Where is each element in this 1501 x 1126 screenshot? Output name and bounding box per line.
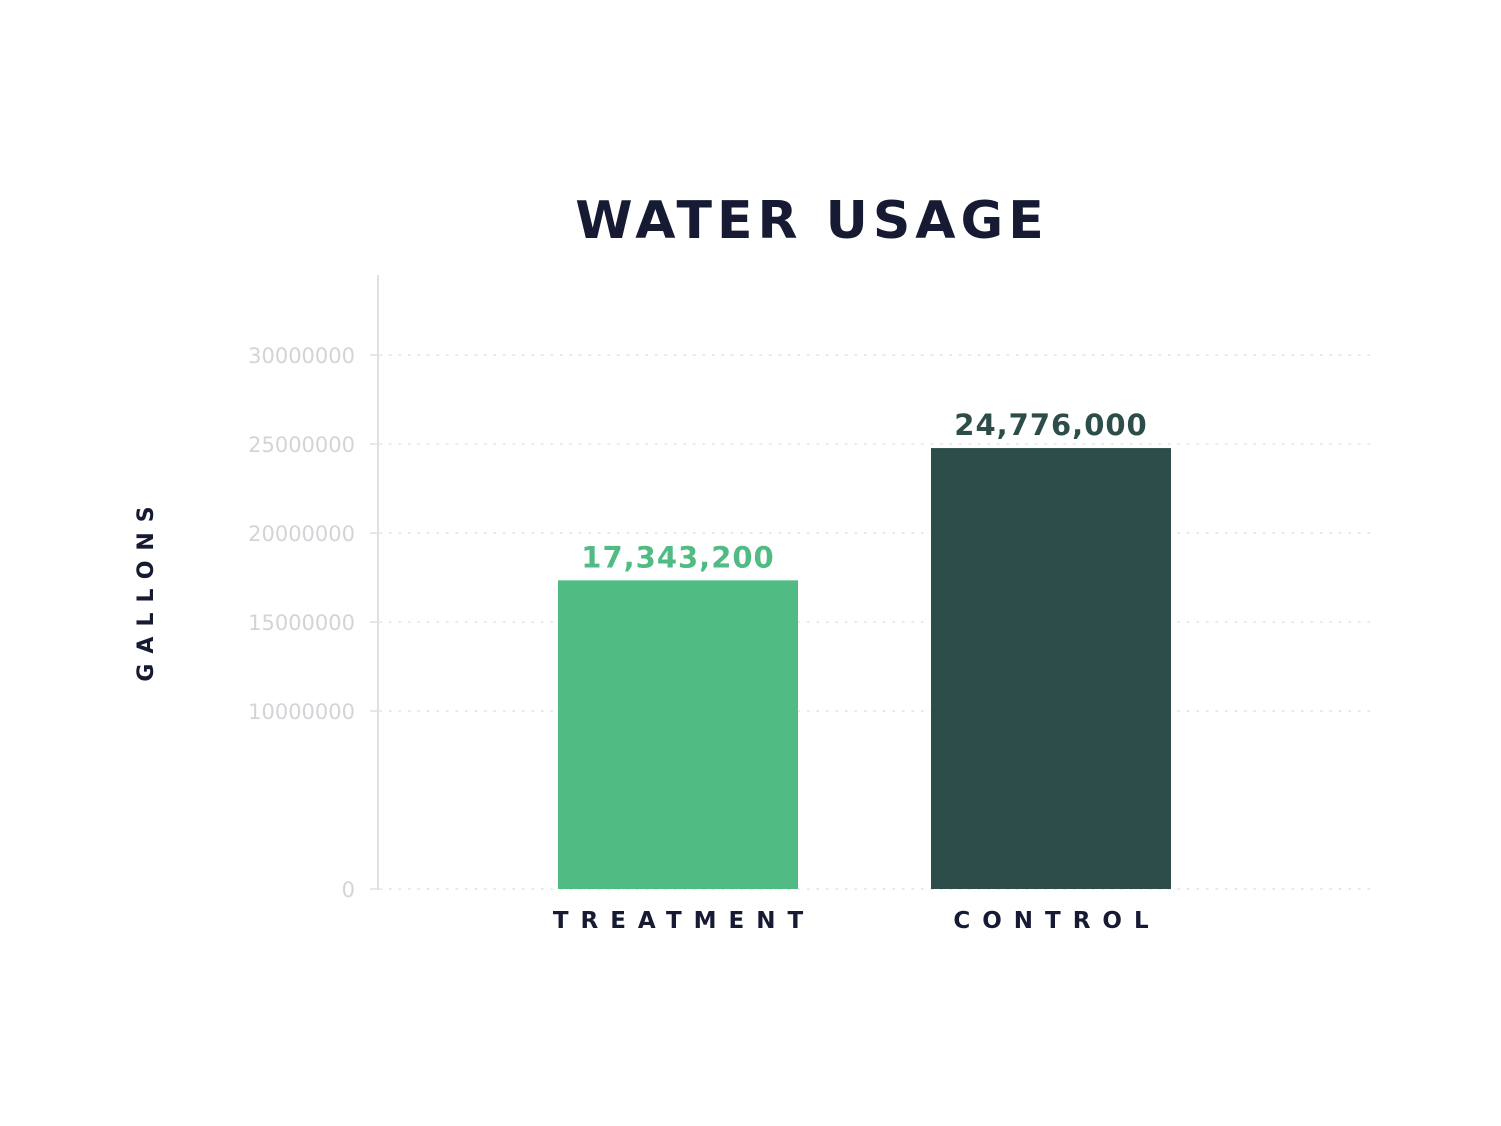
y-tick-labels: 0 10000000 15000000 20000000 25000000 3000000… <box>248 344 355 902</box>
x-category-label: TREATMENT <box>553 908 815 934</box>
y-axis-label: GALLONS <box>134 496 159 681</box>
bar-value-label: 17,343,200 <box>581 540 774 574</box>
chart-title: WATER USAGE <box>575 191 1049 251</box>
y-tick-label: 15000000 <box>248 611 355 635</box>
bar-treatment <box>558 580 798 889</box>
y-tick-label: 30000000 <box>248 344 355 368</box>
bar-value-label: 24,776,000 <box>954 408 1147 442</box>
x-category-labels: TREATMENT CONTROL <box>553 908 1160 934</box>
bars <box>558 448 1171 889</box>
x-category-label: CONTROL <box>953 908 1160 934</box>
bar-value-labels: 17,343,200 24,776,000 <box>581 408 1147 574</box>
y-tick-label: 20000000 <box>248 522 355 546</box>
y-tick-label: 10000000 <box>248 700 355 724</box>
gridlines <box>370 354 1371 890</box>
bar-control <box>931 448 1171 889</box>
y-tick-label: 25000000 <box>248 433 355 457</box>
y-tick-label: 0 <box>342 878 355 902</box>
